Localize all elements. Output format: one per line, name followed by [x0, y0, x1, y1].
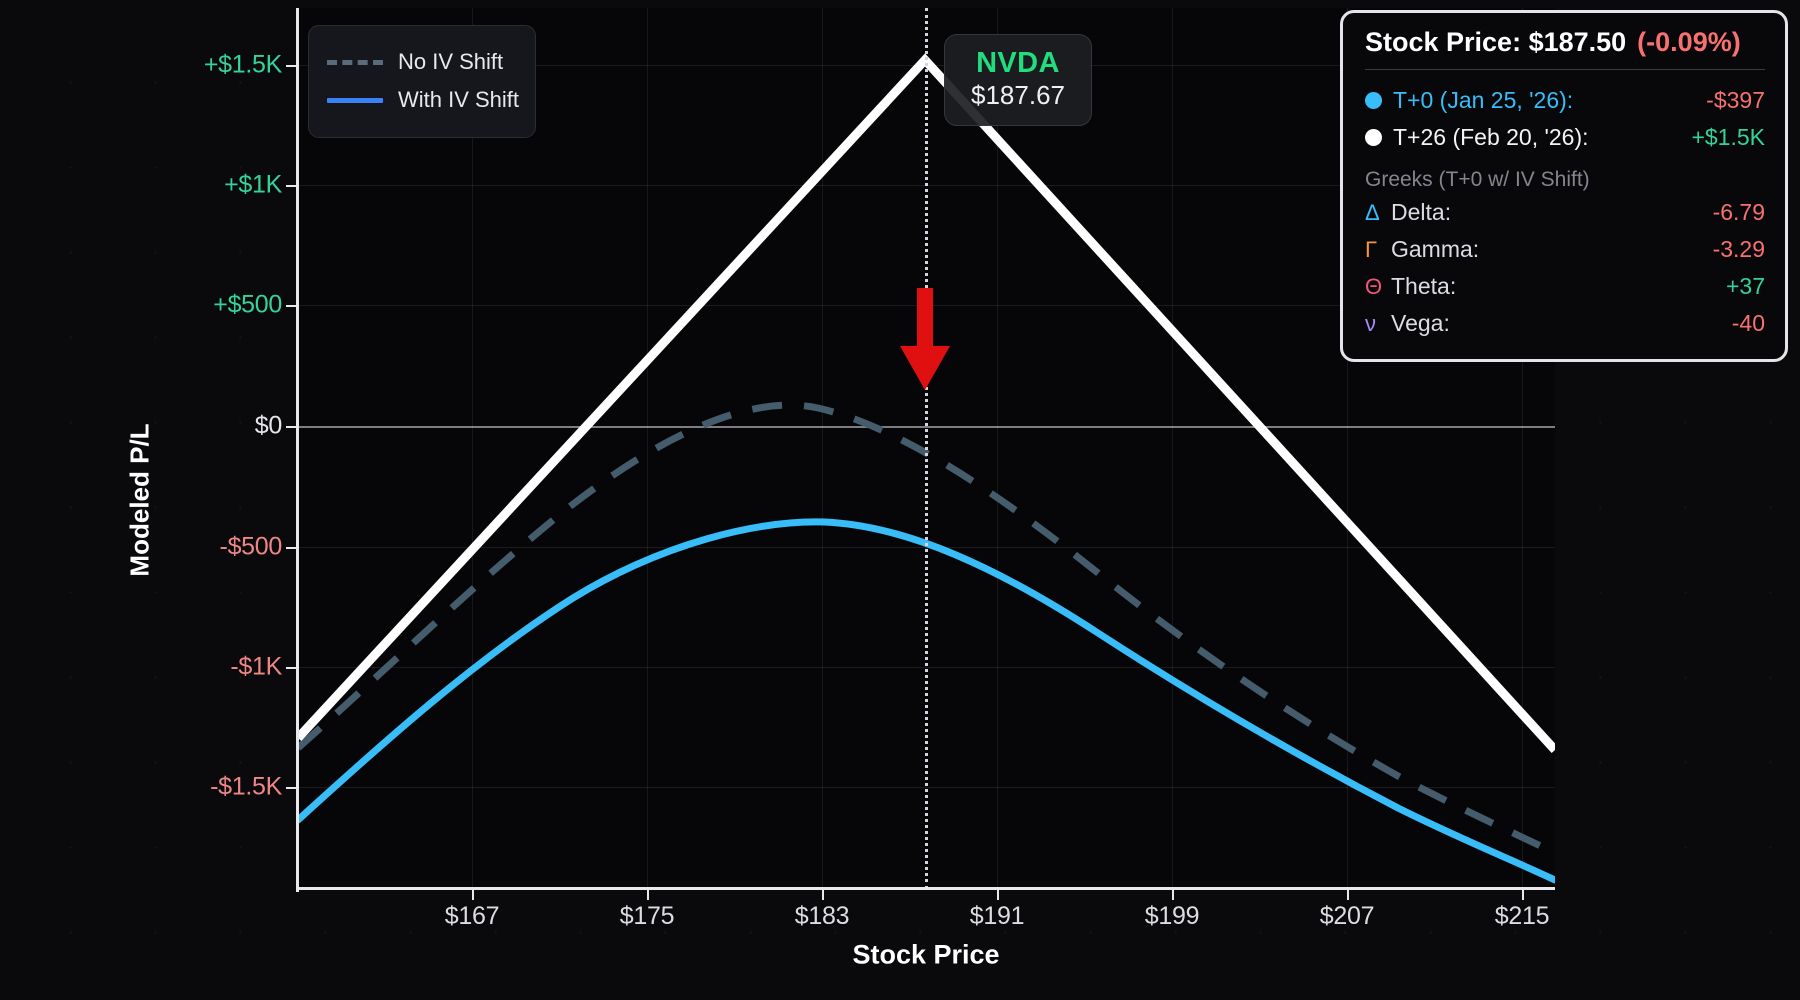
x-axis-tick-label: $167	[444, 902, 500, 930]
greek-value: -6.79	[1712, 198, 1765, 225]
greek-label: Theta:	[1391, 273, 1457, 299]
tooltip-row-label: T+26 (Feb 20, '26):	[1393, 124, 1589, 151]
series-dot-t0-icon	[1365, 92, 1382, 110]
y-axis-tick-label: +$500	[213, 290, 282, 319]
legend-label: No IV Shift	[398, 49, 504, 74]
ticker-callout: NVDA $187.67	[944, 34, 1092, 127]
x-axis-tick	[997, 889, 999, 900]
y-axis-tick	[286, 185, 297, 187]
gridline-vertical	[472, 8, 473, 889]
y-axis-tick-label: -$500	[219, 532, 283, 561]
greek-row-theta: Θ Theta: +37	[1365, 268, 1765, 305]
tooltip-divider	[1365, 69, 1765, 70]
greek-row-vega: ν Vega: -40	[1365, 305, 1765, 342]
greek-label: Delta:	[1391, 198, 1452, 225]
y-axis-tick	[286, 547, 297, 549]
tooltip-row-t0: T+0 (Jan 25, '26): -$397	[1365, 82, 1765, 119]
greek-value: -40	[1731, 310, 1765, 337]
x-axis-tick	[472, 889, 474, 900]
series-line-no-iv-shift	[298, 401, 1555, 857]
x-axis-tick	[1172, 889, 1174, 900]
y-axis-tick-label: -$1.5K	[210, 772, 282, 801]
legend-label: With IV Shift	[398, 87, 520, 112]
y-axis-tick	[286, 305, 297, 307]
greek-value: +37	[1725, 273, 1765, 299]
greek-label: Vega:	[1391, 310, 1450, 337]
x-axis-tick-label: $207	[1319, 902, 1375, 930]
greek-label: Gamma:	[1391, 235, 1480, 262]
current-price-arrow-marker	[898, 288, 952, 399]
gridline-vertical	[647, 8, 648, 889]
series-dot-t26-icon	[1365, 129, 1382, 147]
tooltip-row-value: +$1.5K	[1691, 124, 1765, 151]
tooltip-row-t26: T+26 (Feb 20, '26): +$1.5K	[1365, 119, 1765, 156]
x-axis-tick-label: $175	[619, 902, 675, 930]
x-axis-title: Stock Price	[852, 939, 1000, 970]
y-axis-tick	[286, 667, 297, 669]
y-axis-tick	[286, 787, 297, 789]
tooltip-row-value: -$397	[1706, 87, 1765, 113]
y-axis-tick-label: +$1K	[224, 170, 282, 199]
x-axis-tick-label: $183	[794, 902, 850, 930]
x-axis-tick	[1347, 889, 1349, 900]
gridline-vertical	[822, 8, 823, 889]
gridline-vertical	[997, 8, 998, 889]
delta-symbol-icon: Δ	[1365, 199, 1380, 225]
y-axis-tick	[286, 65, 297, 67]
series-line-with-iv-shift	[298, 518, 1555, 884]
y-axis-tick	[286, 426, 297, 428]
x-axis-tick-label: $215	[1494, 902, 1550, 930]
legend-item-no-iv-shift[interactable]: No IV Shift	[327, 43, 517, 81]
gridline-vertical	[1522, 8, 1523, 889]
x-axis-tick	[647, 889, 649, 900]
greek-row-gamma: Γ Gamma: -3.29	[1365, 231, 1765, 268]
greek-value: -3.29	[1712, 235, 1765, 262]
greek-row-delta: Δ Delta: -6.79	[1365, 194, 1765, 231]
x-axis-tick-label: $199	[1144, 902, 1200, 930]
gridline-vertical	[1347, 8, 1348, 889]
x-axis-spine	[296, 887, 1555, 890]
tooltip-stock-price-label: Stock Price: $187.50	[1365, 27, 1627, 57]
hover-tooltip-panel: Stock Price: $187.50 (-0.09%) T+0 (Jan 2…	[1340, 10, 1788, 362]
ticker-price: $187.67	[971, 80, 1065, 111]
gridline-vertical	[1172, 8, 1173, 889]
legend-item-with-iv-shift[interactable]: With IV Shift	[327, 81, 520, 119]
x-axis-tick	[822, 889, 824, 900]
greeks-section-title: Greeks (T+0 w/ IV Shift)	[1365, 167, 1590, 191]
vega-symbol-icon: ν	[1365, 311, 1376, 337]
y-axis-tick-label: +$1.5K	[203, 50, 282, 79]
y-axis-tick-label: $0	[254, 411, 283, 440]
tooltip-price-change: (-0.09%)	[1637, 27, 1741, 57]
chart-legend[interactable]: No IV Shift With IV Shift	[308, 25, 536, 138]
gamma-symbol-icon: Γ	[1365, 236, 1378, 262]
price-crosshair-line	[925, 8, 928, 889]
x-axis-tick-label: $191	[969, 902, 1025, 930]
x-axis-tick	[1522, 889, 1524, 900]
legend-swatch-solid-icon	[327, 97, 383, 103]
tooltip-row-label: T+0 (Jan 25, '26):	[1393, 87, 1574, 113]
y-axis-title: Modeled P/L	[124, 423, 155, 577]
ticker-symbol: NVDA	[976, 47, 1060, 79]
tooltip-header: Stock Price: $187.50 (-0.09%)	[1365, 27, 1765, 58]
theta-symbol-icon: Θ	[1365, 274, 1383, 299]
y-axis-tick-label: -$1K	[230, 652, 282, 681]
y-axis-spine	[296, 8, 299, 892]
legend-swatch-dashed-icon	[327, 59, 383, 65]
